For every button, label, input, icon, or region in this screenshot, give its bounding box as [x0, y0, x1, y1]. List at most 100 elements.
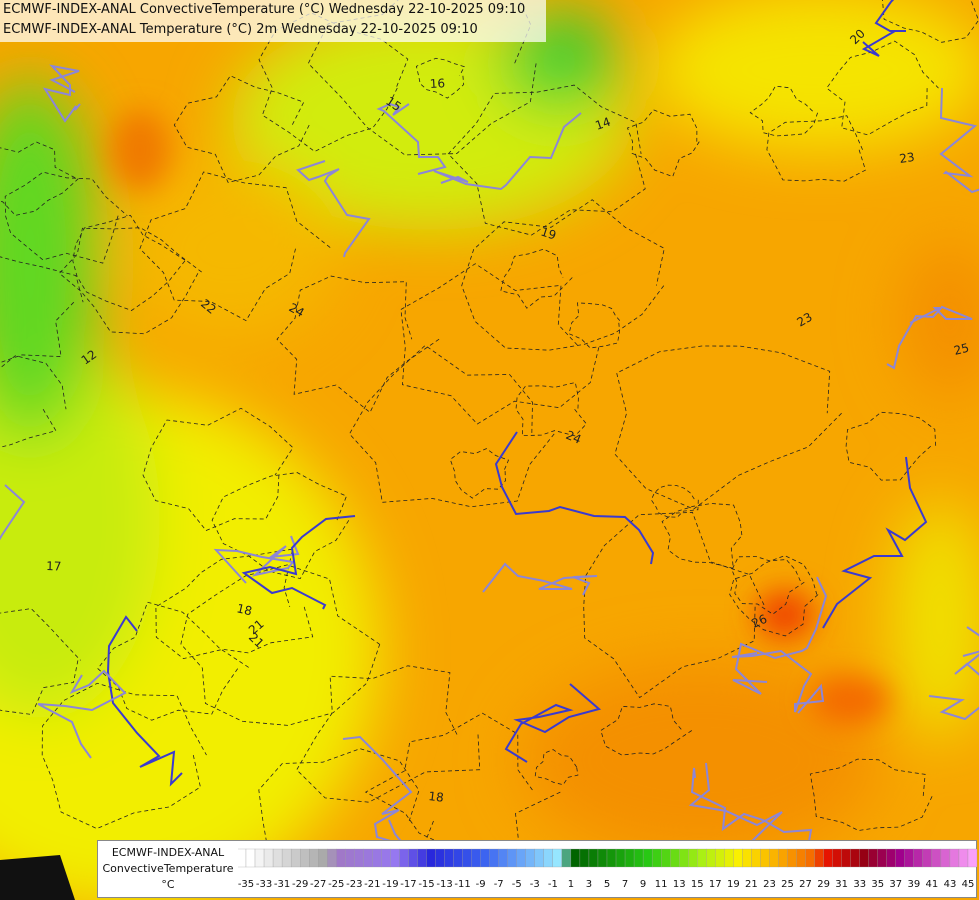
color-swatch [940, 848, 951, 868]
legend-title-line: ECMWF-INDEX-ANAL [111, 846, 225, 859]
contour [766, 115, 866, 182]
legend-title-line: ConvectiveTemperature [102, 862, 234, 875]
color-swatch [886, 848, 896, 868]
header: ECMWF-INDEX-ANAL ConvectiveTemperature (… [0, 0, 546, 42]
legend-tick-label: -5 [512, 879, 522, 890]
contour-label: 24 [287, 300, 307, 320]
color-swatch [877, 848, 887, 868]
legend-tick-label: 3 [586, 879, 592, 890]
isoline [376, 102, 447, 175]
contour [415, 57, 465, 99]
legend-tick-label: -11 [454, 879, 470, 890]
legend-tick-label: 13 [673, 879, 686, 890]
contour [500, 248, 573, 309]
contour-label: 23 [795, 310, 815, 330]
isoline [504, 683, 602, 763]
legend-tick-label: 21 [745, 879, 758, 890]
color-swatch [624, 848, 635, 868]
color-swatch [462, 848, 472, 868]
legend-tick-label: -21 [364, 879, 380, 890]
legend-tick-label: -19 [382, 879, 398, 890]
color-swatch [651, 848, 662, 868]
color-swatch [850, 848, 860, 868]
contour [296, 665, 481, 803]
legend-tick-label: -17 [400, 879, 416, 890]
contour [211, 472, 350, 580]
color-swatch [697, 848, 707, 868]
color-swatch [913, 848, 924, 868]
legend-tick-label: 31 [835, 879, 848, 890]
color-swatch [238, 848, 247, 868]
color-swatch [543, 848, 554, 868]
color-swatch [724, 848, 734, 868]
color-swatch [733, 848, 743, 868]
contour [0, 141, 79, 216]
isoline [861, 0, 906, 57]
isoline [296, 160, 371, 258]
color-swatch [345, 848, 355, 868]
color-swatch [372, 848, 382, 868]
color-swatch [444, 848, 454, 868]
contour-label: 24 [564, 428, 584, 447]
legend-tick-label: 35 [871, 879, 884, 890]
contour-label: 25 [952, 341, 970, 358]
legend-tick-label: 9 [640, 879, 646, 890]
legend-tick-label: 27 [799, 879, 812, 890]
contour-label: 17 [46, 559, 62, 574]
color-swatch [868, 848, 878, 868]
color-swatch [354, 848, 364, 868]
color-swatch [859, 848, 869, 868]
contour [826, 40, 939, 136]
color-swatch [408, 848, 418, 868]
isoline [433, 112, 582, 191]
color-swatch [426, 848, 436, 868]
color-swatch [390, 848, 400, 868]
color-swatch [579, 848, 590, 868]
legend-tick-label: 7 [622, 879, 628, 890]
color-swatch [507, 848, 517, 868]
contour [809, 758, 933, 831]
color-swatch [290, 848, 301, 868]
color-swatch [588, 848, 599, 868]
color-swatch [823, 848, 833, 868]
color-swatch [245, 848, 256, 868]
contour [515, 382, 587, 437]
isoline [37, 669, 127, 759]
color-swatch [642, 848, 653, 868]
legend-tick-label: -7 [494, 879, 504, 890]
color-swatch [480, 848, 490, 868]
contour [614, 345, 842, 510]
contour [461, 199, 665, 351]
contour-label: 23 [898, 150, 915, 166]
color-swatch [904, 848, 915, 868]
legend-tick-label: -35 [238, 879, 254, 890]
color-bar: -35 -33 -31 -29 -27 -25 -23 -21 -19 -17 -15 -13 -11-… [238, 848, 978, 890]
contour [139, 171, 332, 322]
color-swatch [570, 848, 581, 868]
legend-tick-label: -1 [548, 879, 558, 890]
contour [583, 511, 766, 699]
color-swatch [318, 848, 328, 868]
isoline [732, 576, 828, 695]
color-swatch [796, 848, 806, 868]
color-swatch [498, 848, 508, 868]
isoline [241, 515, 356, 610]
legend-tick-label: 43 [944, 879, 957, 890]
color-swatch [922, 848, 933, 868]
contour [731, 556, 805, 615]
color-swatch [949, 848, 960, 868]
header-line: ECMWF-INDEX-ANAL ConvectiveTemperature (… [3, 2, 526, 17]
color-swatch [254, 848, 265, 868]
isoline [886, 305, 973, 370]
color-swatch [516, 848, 526, 868]
contour [180, 564, 381, 726]
contour [729, 555, 819, 637]
color-swatch [841, 848, 851, 868]
map-corner [0, 855, 75, 900]
color-swatch [381, 848, 391, 868]
color-swatch [263, 848, 274, 868]
legend-tick-label: -29 [292, 879, 308, 890]
